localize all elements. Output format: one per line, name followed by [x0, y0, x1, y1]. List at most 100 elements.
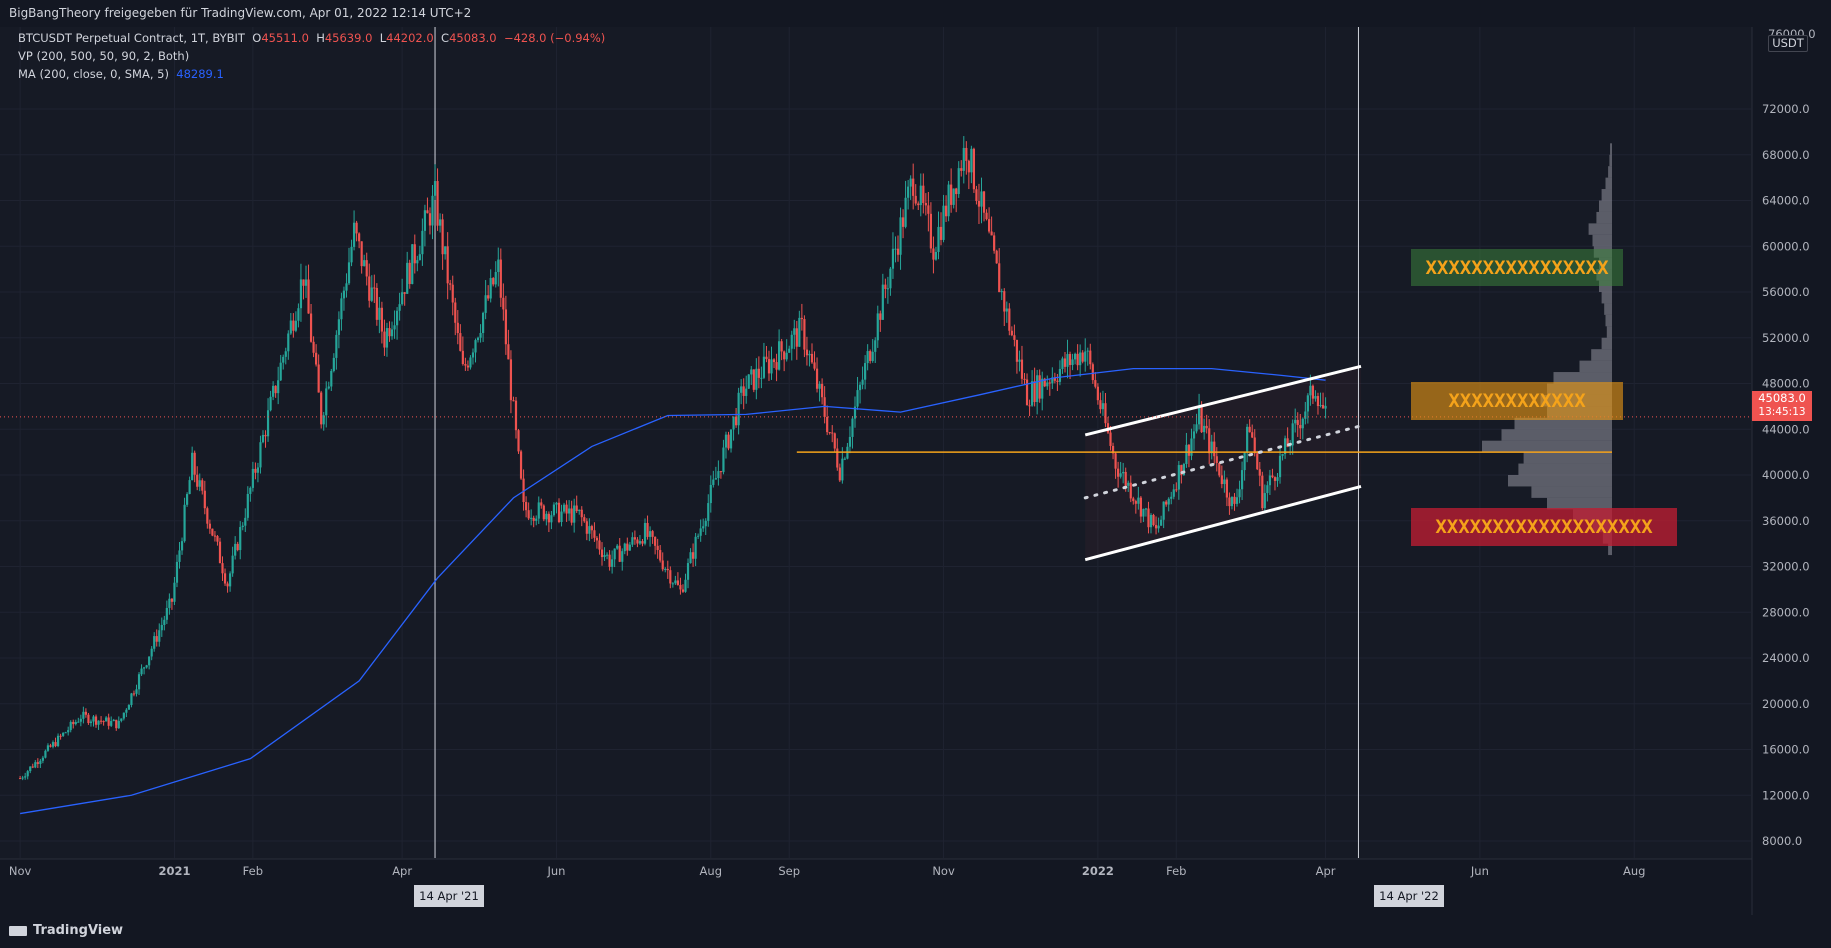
candle-body	[449, 283, 452, 285]
candle-body	[1238, 489, 1241, 498]
candle-body	[722, 447, 725, 473]
candle-body	[421, 230, 424, 255]
candle-body	[848, 436, 852, 447]
candle-body	[185, 494, 189, 505]
volume-profile-bar	[1609, 154, 1612, 167]
candle-body	[408, 262, 411, 284]
candle-body	[304, 279, 308, 286]
candle-body	[808, 353, 811, 356]
candle-body	[380, 307, 384, 332]
candle-body	[1266, 485, 1269, 494]
candle-body	[125, 709, 128, 713]
candle-body	[1008, 308, 1011, 331]
date-label-right: 14 Apr '22	[1374, 885, 1444, 907]
candle-body	[1187, 444, 1191, 456]
candle-body	[62, 732, 65, 736]
candle-body	[289, 320, 292, 334]
candle-body	[358, 233, 361, 242]
candle-body	[899, 217, 902, 255]
candle-body	[236, 543, 239, 551]
candle-body	[1306, 395, 1309, 412]
candle-body	[724, 434, 728, 448]
candle-body	[922, 185, 925, 203]
candle-body	[681, 589, 685, 592]
candle-body	[183, 504, 186, 542]
volume-profile-bar	[1482, 440, 1612, 453]
candle-body	[360, 241, 363, 267]
candle-body	[975, 189, 978, 201]
candle-body	[456, 322, 459, 334]
candle-body	[1220, 475, 1223, 485]
candle-body	[1157, 525, 1160, 529]
candle-body	[719, 471, 723, 473]
candle-body	[729, 429, 733, 449]
candle-body	[1286, 438, 1289, 447]
candle-body	[1030, 381, 1034, 406]
candle-body	[499, 259, 502, 298]
tradingview-logo[interactable]: TradingView	[9, 923, 123, 938]
candle-body	[1170, 496, 1173, 499]
candle-body	[378, 307, 381, 320]
candle-body	[1132, 498, 1135, 502]
candle-body	[1079, 352, 1082, 366]
price-tick-label: 16000.0	[1762, 743, 1810, 757]
candle-body	[1139, 497, 1142, 517]
candle-body	[1276, 477, 1279, 481]
candle-body	[337, 319, 340, 335]
candle-body	[1036, 375, 1039, 402]
candle-body	[1160, 519, 1163, 526]
candle-body	[1197, 406, 1201, 425]
candle-body	[1033, 381, 1036, 402]
candle-body	[1066, 354, 1069, 367]
candle-body	[542, 505, 545, 520]
volume-profile-bar	[1610, 143, 1612, 155]
time-tick-label: Nov	[932, 864, 955, 878]
candle-body	[193, 452, 196, 475]
time-tick-label: Aug	[700, 864, 722, 878]
unit-badge[interactable]: USDT	[1768, 35, 1808, 52]
candle-body	[1018, 359, 1021, 362]
legend-vp[interactable]: VP (200, 500, 50, 90, 2, Both)	[18, 49, 189, 63]
candle-body	[229, 573, 232, 587]
candle-body	[1203, 425, 1206, 433]
candle-body	[79, 718, 82, 722]
publisher-text: BigBangTheory freigegeben für TradingVie…	[9, 6, 472, 20]
candle-body	[666, 568, 669, 571]
time-tick-label: Apr	[1316, 864, 1336, 878]
chart-svg[interactable]: 8000.0 12000.0 16000.0 20000.0 24000.0 28000.…	[0, 27, 1831, 916]
candle-body	[798, 317, 801, 347]
candle-body	[191, 452, 194, 481]
legend-ma[interactable]: MA (200, close, 0, SMA, 5) 48289.1	[18, 67, 224, 81]
candle-body	[697, 535, 700, 537]
candle-body	[325, 388, 328, 416]
candle-body	[284, 351, 287, 357]
candle-body	[431, 195, 434, 226]
time-tick-label: Feb	[243, 864, 263, 878]
candle-body	[1122, 471, 1125, 474]
candle-body	[982, 191, 986, 213]
candle-body	[967, 160, 970, 173]
candle-body	[1119, 473, 1122, 477]
candle-body	[1271, 475, 1274, 478]
candle-body	[393, 325, 396, 330]
candle-body	[117, 720, 120, 729]
candle-body	[438, 219, 442, 226]
candle-body	[671, 583, 674, 585]
candle-body	[557, 502, 561, 523]
candle-body	[939, 226, 943, 240]
candle-body	[74, 721, 77, 725]
candle-body	[691, 552, 695, 559]
price-tick-label: 40000.0	[1762, 468, 1810, 482]
candle-body	[1023, 378, 1026, 380]
candle-body	[659, 550, 662, 561]
volume-profile-bar	[1579, 360, 1612, 373]
candle-body	[770, 359, 773, 374]
chart-area[interactable]: 8000.0 12000.0 16000.0 20000.0 24000.0 28000.…	[0, 27, 1831, 916]
candle-body	[509, 359, 513, 401]
candle-body	[21, 777, 24, 779]
candle-body	[952, 188, 955, 205]
volume-profile-bar	[1501, 429, 1612, 441]
legend-close: 45083.0	[449, 31, 497, 45]
candle-body	[1190, 438, 1193, 456]
candle-body	[466, 365, 470, 368]
